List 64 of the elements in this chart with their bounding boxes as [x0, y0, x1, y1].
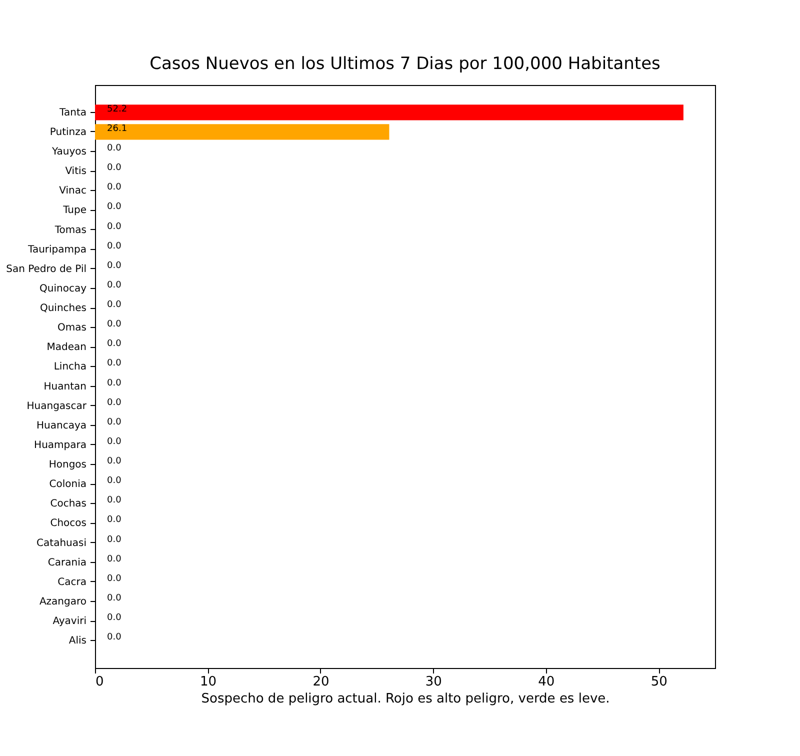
data-label: 0.0 [107, 202, 122, 212]
y-tick-label: Catahuasi [36, 538, 86, 549]
data-label: 0.0 [107, 358, 122, 369]
data-label: 26.1 [107, 124, 128, 134]
data-label: 0.0 [107, 436, 122, 447]
data-label: 0.0 [107, 300, 122, 310]
y-tick-label: Tauripampa [26, 244, 86, 256]
y-tick-label: Quinocay [40, 283, 87, 294]
data-label: 0.0 [107, 241, 122, 252]
data-label: 0.0 [107, 593, 122, 604]
y-tick-label: Huampara [34, 440, 86, 451]
data-label: 0.0 [107, 378, 122, 388]
data-label: 0.0 [107, 496, 122, 506]
y-tick-label: Vitis [65, 166, 86, 178]
y-tick-label: Huangascar [26, 400, 88, 412]
data-label: 0.0 [107, 339, 122, 350]
data-label: 0.0 [107, 144, 122, 154]
data-label: 0.0 [107, 574, 122, 584]
y-tick-label: Putinza [50, 126, 86, 138]
data-label: 0.0 [107, 398, 122, 408]
data-label: 52.2 [107, 104, 128, 114]
y-tick-label: Cochas [50, 498, 86, 510]
data-label: 0.0 [107, 320, 122, 330]
y-tick-label: Carania [48, 557, 86, 568]
y-tick-label: Ayaviri [52, 616, 86, 628]
y-tick-label: Omas [58, 322, 86, 334]
y-tick-label: Alis [68, 636, 86, 647]
y-tick-label: Huancaya [36, 420, 86, 432]
y-tick-label: Tanta [58, 107, 86, 118]
y-tick-label: Hongos [48, 460, 86, 471]
data-label: 0.0 [107, 554, 122, 564]
y-tick-label: Vinac [59, 186, 86, 197]
y-tick-label: Lincha [54, 362, 86, 373]
y-tick-label: Yauyos [51, 146, 86, 158]
y-tick-label: Tupe [62, 205, 86, 216]
y-tick-label: Cacra [58, 576, 86, 588]
y-tick-label: Tomas [54, 224, 86, 236]
x-tick-label: 10 [200, 674, 216, 690]
y-tick-label: Chocos [50, 518, 86, 530]
data-label: 0.0 [107, 515, 122, 526]
chart-title: Casos Nuevos en los Ultimos 7 Dias por 100,000 Habitantes [150, 54, 661, 74]
x-axis-title: Sospecho de peligro actual. Rojo es alto peligro, verde es leve. [201, 692, 610, 706]
data-label: 0.0 [107, 163, 122, 174]
data-label: 0.0 [107, 280, 122, 290]
data-label: 0.0 [107, 222, 122, 232]
data-label: 0.0 [107, 476, 122, 486]
data-label: 0.0 [107, 417, 122, 428]
data-label: 0.0 [107, 456, 122, 467]
x-tick-label: 0 [96, 674, 104, 690]
data-label: 0.0 [107, 534, 122, 545]
y-tick-label: San Pedro de Pil [6, 264, 86, 275]
y-tick-label: Huantan [44, 381, 86, 392]
y-tick-label: Azangaro [39, 596, 86, 608]
data-label: 0.0 [107, 260, 122, 271]
y-tick-label: Colonia [49, 479, 86, 490]
x-tick-label: 20 [312, 674, 330, 690]
data-label: 0.0 [107, 632, 122, 643]
x-tick-label: 30 [425, 674, 442, 690]
y-tick-label: Madean [46, 342, 86, 354]
y-tick-label: Quinches [40, 303, 86, 314]
x-tick-label: 40 [538, 674, 555, 690]
data-label: 0.0 [107, 613, 122, 624]
x-tick-label: 50 [650, 674, 668, 690]
data-label: 0.0 [107, 182, 122, 193]
